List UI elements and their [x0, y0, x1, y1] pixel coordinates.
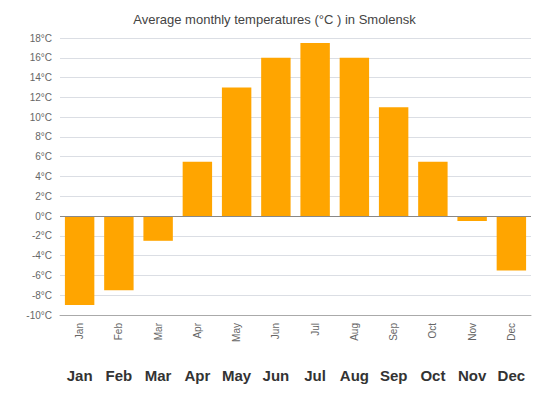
svg-text:14°C: 14°C: [30, 72, 52, 83]
svg-text:Jun: Jun: [263, 367, 290, 384]
svg-text:Feb: Feb: [106, 367, 133, 384]
svg-text:Sep: Sep: [380, 367, 408, 384]
svg-text:Apr: Apr: [192, 322, 203, 338]
svg-text:Dec: Dec: [506, 323, 517, 341]
svg-text:Feb: Feb: [113, 323, 124, 341]
svg-text:Oct: Oct: [420, 367, 445, 384]
svg-text:-6°C: -6°C: [32, 270, 52, 281]
svg-text:Average monthly temperatures (: Average monthly temperatures (°C ) in Sm…: [133, 12, 416, 27]
svg-text:Aug: Aug: [349, 323, 360, 341]
svg-text:Sep: Sep: [388, 323, 399, 341]
svg-text:May: May: [231, 323, 242, 342]
svg-text:Jan: Jan: [74, 323, 85, 339]
svg-text:-4°C: -4°C: [32, 250, 52, 261]
svg-text:16°C: 16°C: [30, 52, 52, 63]
svg-text:Jul: Jul: [310, 323, 321, 336]
svg-text:-8°C: -8°C: [32, 290, 52, 301]
svg-text:12°C: 12°C: [30, 92, 52, 103]
svg-text:Mar: Mar: [153, 322, 164, 340]
svg-text:18°C: 18°C: [30, 33, 52, 44]
svg-text:2°C: 2°C: [35, 191, 52, 202]
svg-text:Mar: Mar: [145, 367, 172, 384]
svg-text:6°C: 6°C: [35, 151, 52, 162]
svg-text:4°C: 4°C: [35, 171, 52, 182]
svg-text:0°C: 0°C: [35, 211, 52, 222]
svg-text:Nov: Nov: [467, 323, 478, 341]
svg-text:-2°C: -2°C: [32, 230, 52, 241]
svg-text:-10°C: -10°C: [26, 310, 52, 321]
svg-text:10°C: 10°C: [30, 112, 52, 123]
svg-text:Jan: Jan: [67, 367, 93, 384]
svg-text:Apr: Apr: [184, 367, 210, 384]
svg-text:Dec: Dec: [498, 367, 526, 384]
svg-text:May: May: [222, 367, 252, 384]
svg-text:Aug: Aug: [340, 367, 369, 384]
svg-text:8°C: 8°C: [35, 131, 52, 142]
svg-text:Jun: Jun: [270, 323, 281, 339]
svg-text:Nov: Nov: [458, 367, 487, 384]
svg-text:Oct: Oct: [427, 323, 438, 339]
svg-text:Jul: Jul: [304, 367, 326, 384]
